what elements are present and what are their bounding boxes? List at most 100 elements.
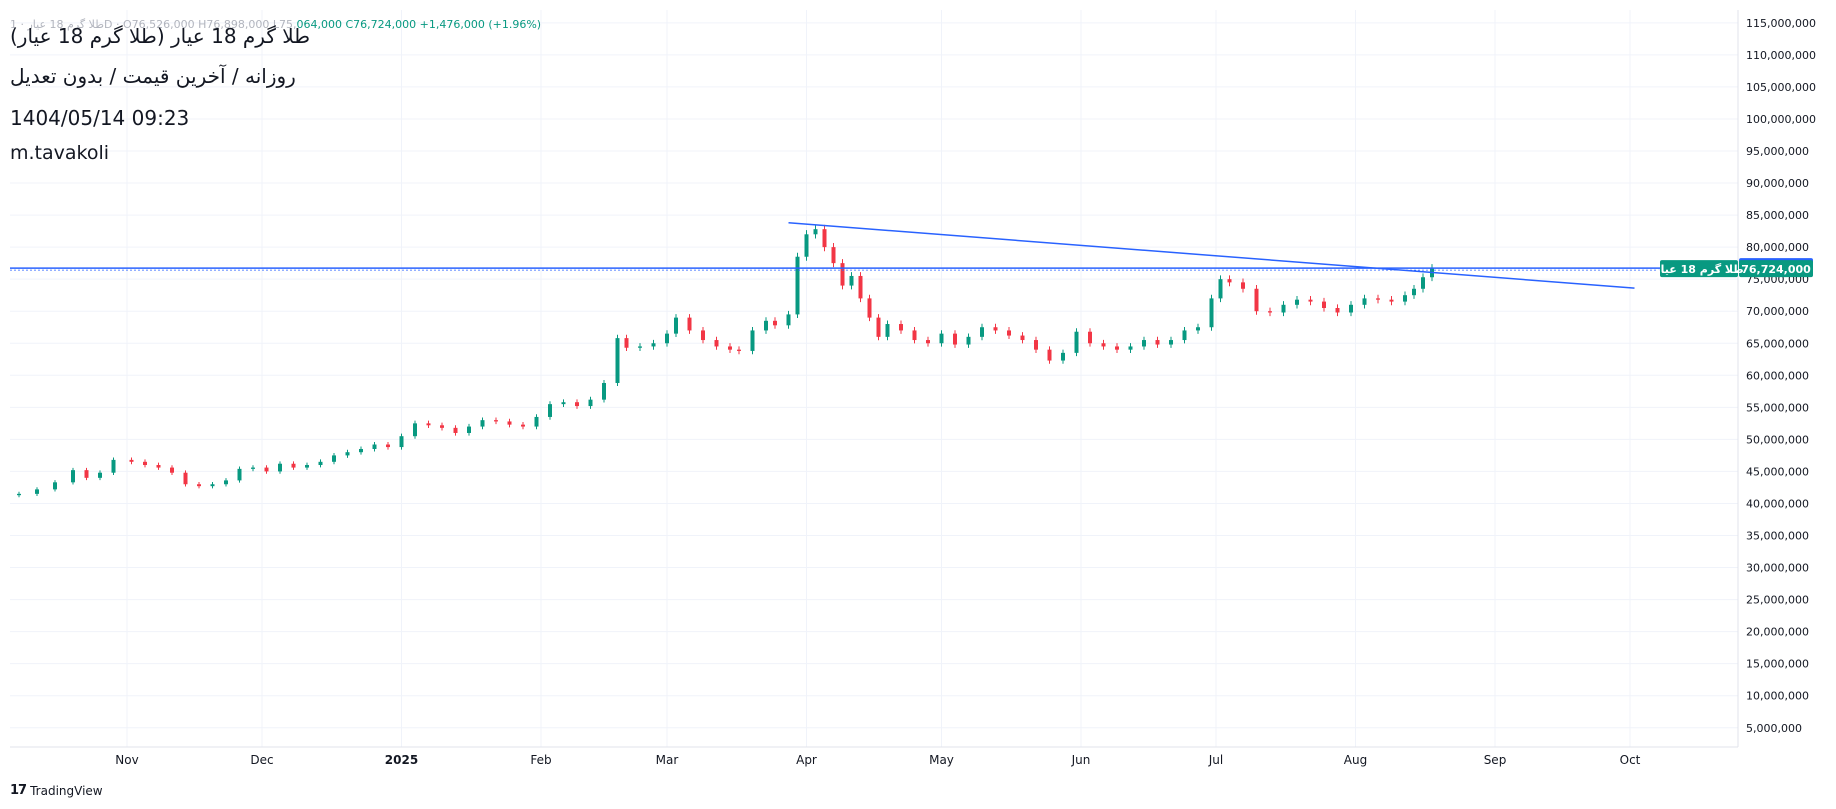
last-price-badge bbox=[1739, 260, 1813, 278]
candle-body bbox=[1376, 298, 1380, 300]
candle-body bbox=[1322, 301, 1326, 309]
candle-body bbox=[35, 489, 39, 494]
candle-body bbox=[440, 425, 444, 428]
candle-body bbox=[1241, 282, 1245, 289]
candle-body bbox=[795, 256, 800, 315]
y-tick-label: 15,000,000 bbox=[1746, 658, 1809, 671]
y-tick-label: 100,000,000 bbox=[1746, 113, 1816, 126]
candle-body bbox=[399, 436, 404, 448]
chart-title: طلا گرم 18 عیار (طلا گرم 18 عیار) bbox=[10, 24, 311, 48]
chart-subtitle: روزانه / آخرین قیمت / بدون تعدیل bbox=[10, 64, 296, 88]
y-axis: 5,000,000 10,000,000 15,000,000 20,000,000 2… bbox=[1746, 17, 1816, 735]
candle-body bbox=[831, 247, 836, 264]
candle-body bbox=[822, 229, 827, 248]
candle-body bbox=[1254, 288, 1259, 312]
candle-body bbox=[170, 467, 174, 473]
y-tick-label: 60,000,000 bbox=[1746, 369, 1809, 382]
last-price-label: 76,724,000 bbox=[1741, 263, 1811, 276]
candle-body bbox=[197, 484, 201, 487]
candle-body bbox=[939, 333, 944, 344]
candle-body bbox=[926, 340, 930, 344]
x-tick-label: Nov bbox=[115, 753, 138, 767]
y-tick-label: 35,000,000 bbox=[1746, 530, 1809, 543]
candle-body bbox=[1349, 304, 1353, 313]
candle-body bbox=[899, 324, 903, 331]
x-tick-label: Jul bbox=[1208, 753, 1223, 767]
candle-body bbox=[1074, 331, 1079, 353]
candle-body bbox=[849, 275, 854, 286]
candle-body bbox=[507, 421, 512, 425]
grid bbox=[10, 10, 1738, 747]
tradingview-brand[interactable]: 17 TradingView bbox=[10, 783, 103, 798]
candle-body bbox=[1047, 349, 1052, 361]
candle-body bbox=[1389, 299, 1394, 302]
candle-body bbox=[1020, 335, 1025, 341]
candle-body bbox=[237, 468, 242, 481]
candle-body bbox=[674, 317, 678, 334]
candle-body bbox=[1169, 340, 1173, 345]
candle-body bbox=[615, 338, 620, 383]
candle-body bbox=[386, 444, 390, 448]
candle-body bbox=[993, 327, 998, 331]
candle-body bbox=[210, 484, 215, 487]
candle-body bbox=[318, 461, 323, 466]
overlay-lines bbox=[10, 222, 1738, 289]
x-tick-label: Dec bbox=[250, 753, 273, 767]
candle-body bbox=[804, 234, 809, 257]
candle-body bbox=[1142, 340, 1146, 347]
candle-body bbox=[1335, 308, 1340, 313]
y-tick-label: 95,000,000 bbox=[1746, 145, 1809, 158]
y-tick-label: 80,000,000 bbox=[1746, 241, 1809, 254]
candle-body bbox=[426, 423, 431, 426]
ohlc-close: C76,724,000 bbox=[345, 18, 417, 31]
candle-body bbox=[1128, 346, 1133, 350]
x-tick-label: Mar bbox=[656, 753, 679, 767]
x-axis: Nov Dec 2025 Feb Mar Apr May Jun Jul Aug Sep Oct bbox=[115, 753, 1640, 767]
x-tick-label: May bbox=[929, 753, 954, 767]
candle-body bbox=[561, 402, 566, 405]
candle-body bbox=[737, 349, 741, 351]
brand-label: TradingView bbox=[30, 783, 103, 798]
candle-body bbox=[372, 444, 377, 449]
candle-body bbox=[1209, 298, 1214, 328]
candle-body bbox=[602, 382, 606, 400]
candle-body bbox=[1227, 279, 1232, 283]
candle-body bbox=[413, 423, 417, 437]
candle-body bbox=[224, 480, 228, 485]
candle-body bbox=[359, 448, 363, 453]
series-name-badge bbox=[1660, 260, 1738, 278]
candle-body bbox=[1101, 343, 1106, 347]
x-tick-label: 2025 bbox=[385, 753, 418, 767]
y-tick-label: 10,000,000 bbox=[1746, 690, 1809, 703]
x-tick-label: Oct bbox=[1620, 753, 1641, 767]
y-tick-label: 110,000,000 bbox=[1746, 49, 1816, 62]
candle-body bbox=[980, 327, 984, 337]
candle-body bbox=[1218, 279, 1223, 299]
y-tick-label: 40,000,000 bbox=[1746, 497, 1809, 510]
candle-body bbox=[1268, 311, 1272, 313]
candle-body bbox=[84, 470, 89, 478]
candle-body bbox=[912, 330, 917, 341]
candle-body bbox=[305, 465, 309, 468]
candle-body bbox=[1088, 331, 1092, 344]
candle-body bbox=[1362, 298, 1367, 305]
candle-body bbox=[953, 333, 957, 345]
candle-body bbox=[521, 424, 525, 427]
y-tick-label: 90,000,000 bbox=[1746, 177, 1809, 190]
candle-body bbox=[786, 314, 791, 326]
candle-body bbox=[111, 459, 116, 473]
candle-body bbox=[728, 346, 732, 350]
chart-author: m.tavakoli bbox=[10, 142, 110, 164]
candle-body bbox=[453, 427, 458, 433]
candles bbox=[17, 224, 1434, 498]
candle-body bbox=[480, 420, 485, 427]
candle-body bbox=[1403, 295, 1407, 302]
y-tick-label: 25,000,000 bbox=[1746, 594, 1809, 607]
candle-body bbox=[714, 340, 719, 347]
candle-body bbox=[1115, 346, 1119, 350]
chart-datetime: 1404/05/14 09:23 bbox=[10, 106, 190, 130]
series-name-label: طلا گرم 18 عیار bbox=[1653, 263, 1743, 276]
candle-body bbox=[129, 459, 134, 462]
trendline bbox=[788, 222, 1635, 289]
